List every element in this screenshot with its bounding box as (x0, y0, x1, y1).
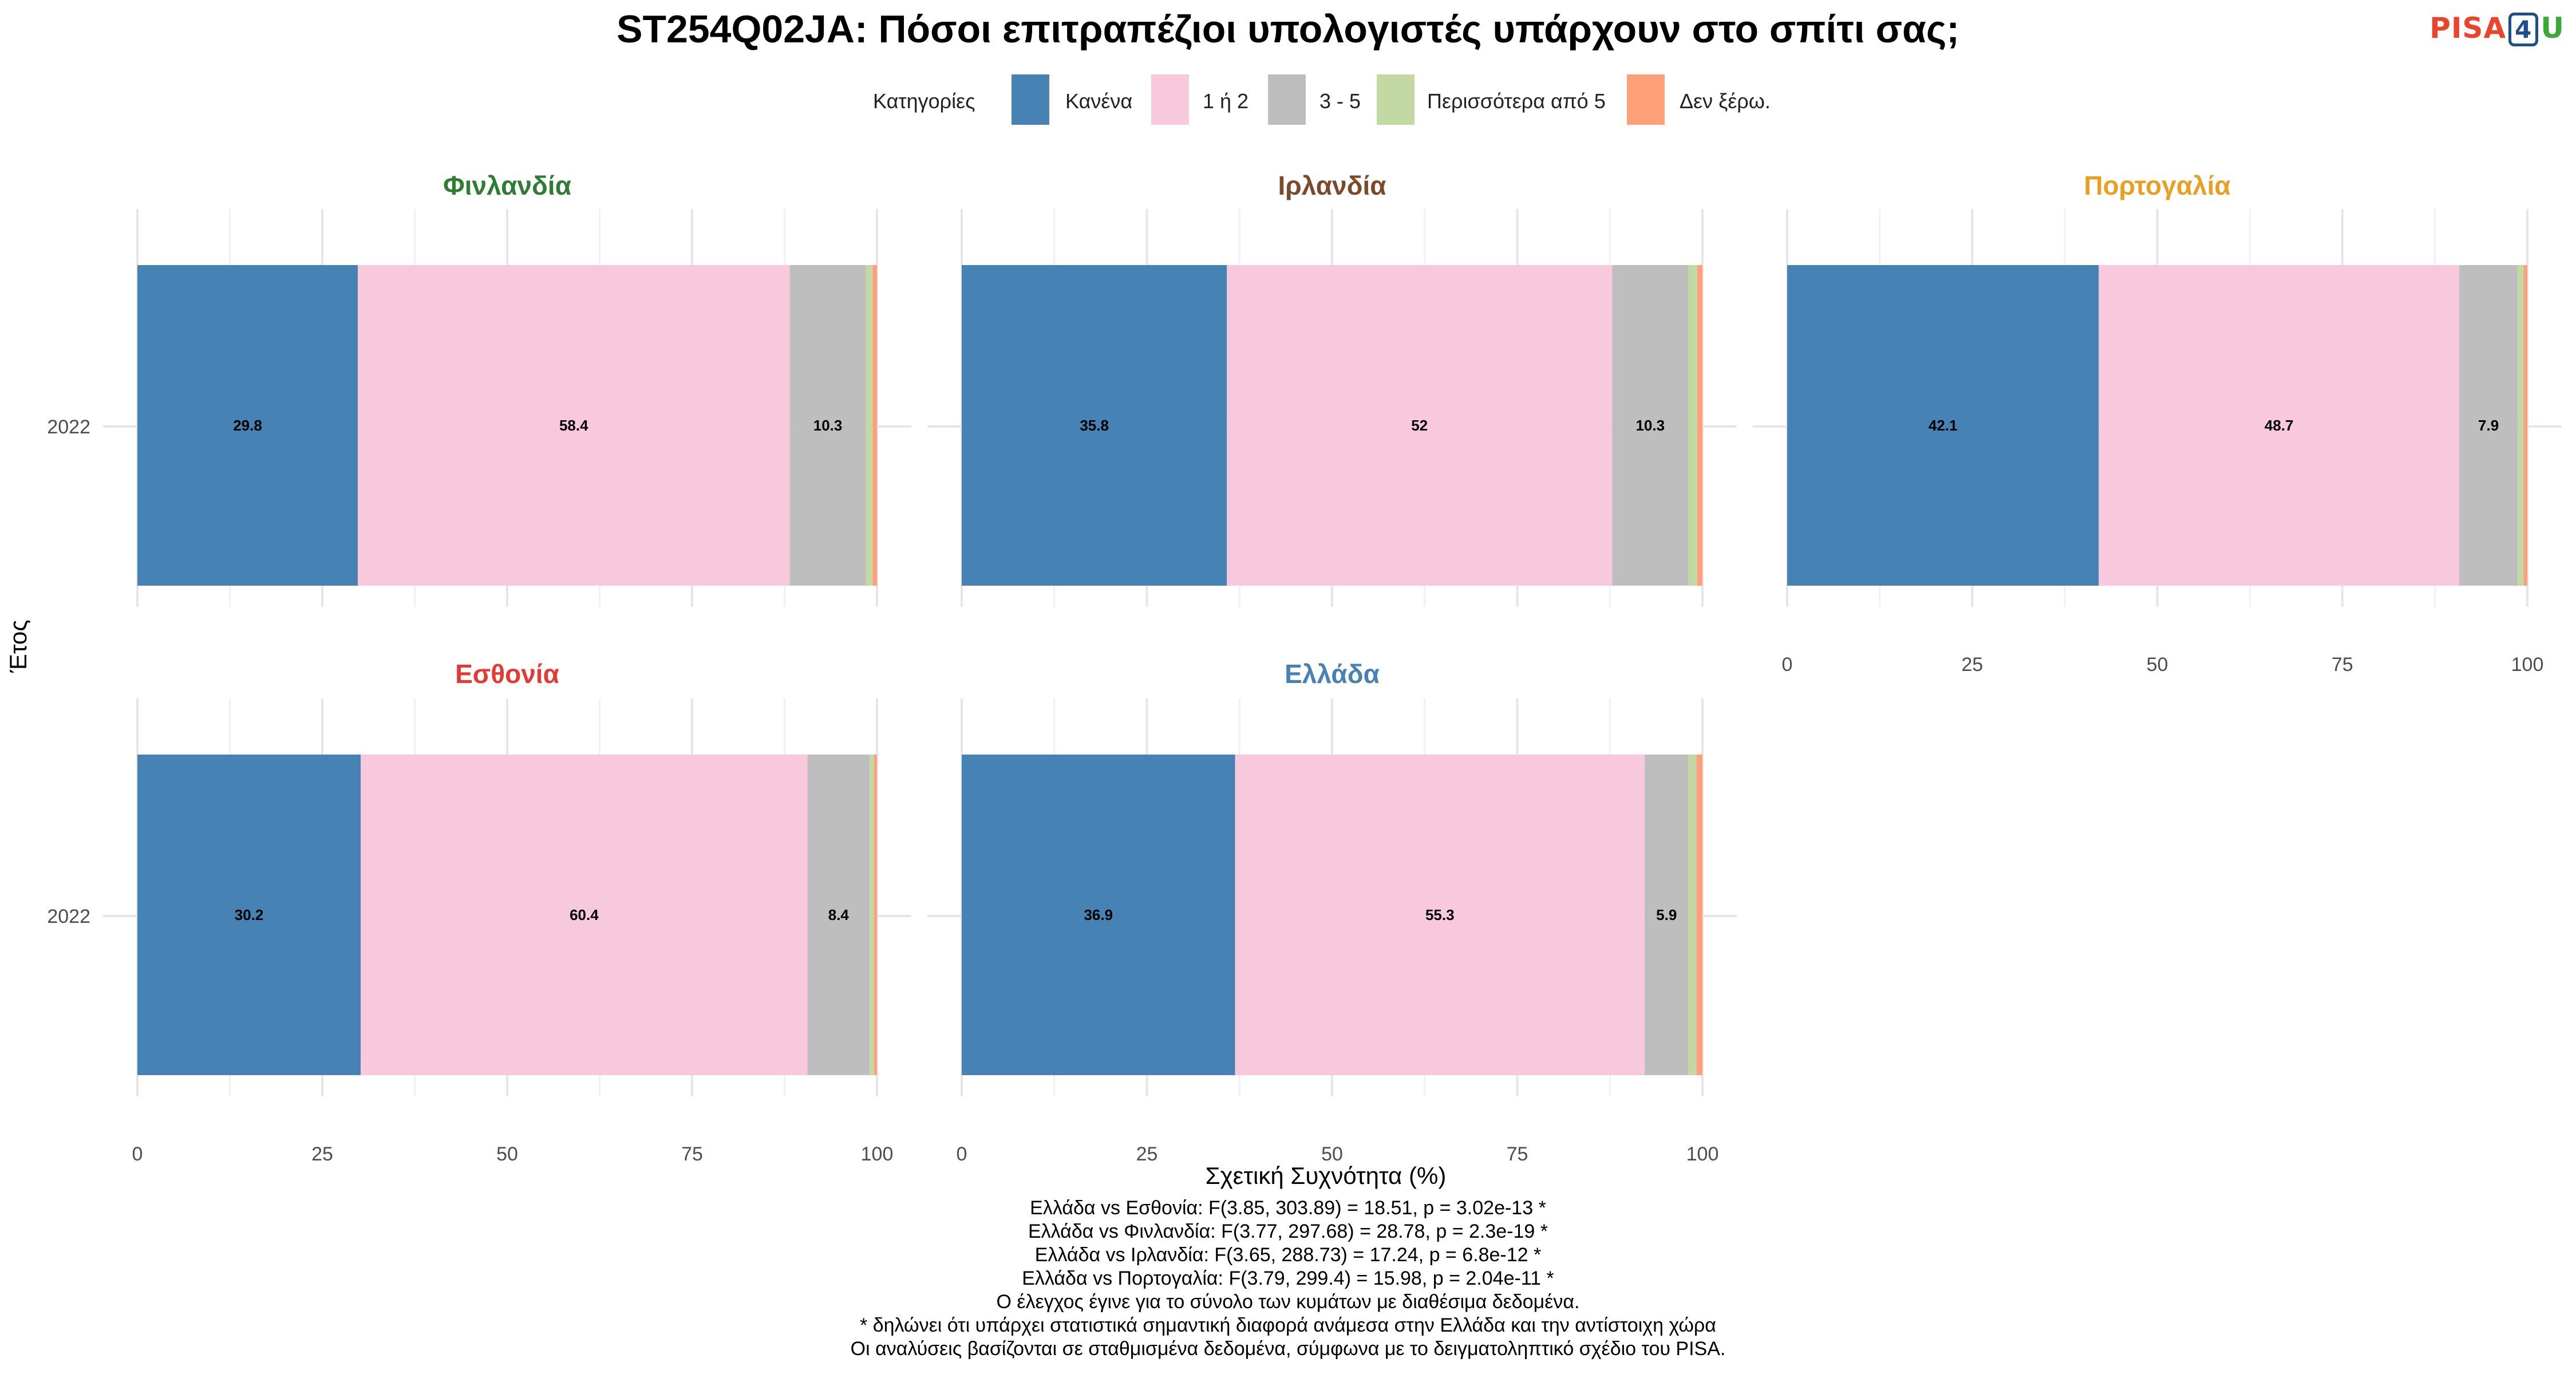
x-tick-label-πορτογαλία-4: 100 (2511, 654, 2544, 676)
bar-ιρλανδία-segment-1 (1227, 265, 1613, 586)
panel-title-φινλανδία: Φινλανδία (443, 171, 571, 200)
bar-φινλανδία-segment-2 (789, 265, 866, 586)
logo-text-four: 4 (2508, 13, 2539, 46)
bar-πορτογαλία-segment-1 (2099, 265, 2460, 586)
chart-title: ST254Q02JA: Πόσοι επιτραπέζιοι υπολογιστ… (617, 7, 1959, 51)
data-label-πορτογαλία-0: 42.1 (1929, 417, 1958, 434)
x-tick-label-εσθονία-1: 25 (311, 1143, 333, 1165)
bar-ελλάδα-segment-4 (1696, 755, 1702, 1075)
data-label-φινλανδία-0: 29.8 (233, 417, 262, 434)
x-tick-label-εσθονία-3: 75 (681, 1143, 703, 1165)
data-label-πορτογαλία-2: 7.9 (2478, 417, 2499, 434)
x-tick-label-πορτογαλία-0: 0 (1782, 654, 1793, 676)
bar-φινλανδία-segment-1 (358, 265, 790, 586)
data-label-φινλανδία-1: 58.4 (559, 417, 588, 434)
x-tick-label-πορτογαλία-2: 50 (2147, 654, 2168, 676)
legend-key-more-than-5 (1377, 74, 1415, 125)
note-line-portugal: Ελλάδα vs Πορτογαλία: F(3.79, 299.4) = 1… (1022, 1268, 1554, 1289)
bar-εσθονία-segment-1 (361, 755, 808, 1075)
note-line-finland: Ελλάδα vs Φινλανδία: F(3.77, 297.68) = 2… (1028, 1221, 1548, 1242)
data-label-ελλάδα-1: 55.3 (1425, 906, 1455, 923)
x-tick-label-ελλάδα-2: 50 (1321, 1143, 1343, 1165)
bar-ελλάδα-segment-0 (962, 755, 1235, 1075)
y-axis-label: Έτος (5, 619, 31, 673)
data-label-ελλάδα-0: 36.9 (1084, 906, 1113, 923)
bar-ελλάδα-segment-1 (1235, 755, 1645, 1075)
bar-φινλανδία-segment-0 (137, 265, 358, 586)
legend-key-none (1012, 74, 1049, 125)
data-label-ελλάδα-2: 5.9 (1656, 906, 1677, 923)
data-label-ιρλανδία-1: 52 (1411, 417, 1428, 434)
legend-label-3-5: 3 - 5 (1319, 89, 1361, 113)
legend-label-none: Κανένα (1065, 89, 1133, 113)
panel-title-εσθονία: Εσθονία (455, 659, 559, 689)
logo-text-u: U (2541, 11, 2565, 45)
y-tick-label-εσθονία: 2022 (47, 906, 90, 927)
bar-πορτογαλία-segment-3 (2518, 265, 2524, 586)
pisa4u-logo: PISA 4 U (2429, 11, 2565, 46)
legend-title: Κατηγορίες (873, 89, 975, 113)
legend-key-1-2 (1151, 74, 1189, 125)
x-tick-label-εσθονία-0: 0 (132, 1143, 143, 1165)
data-label-εσθονία-2: 8.4 (828, 906, 850, 923)
logo-text-pisa: PISA (2429, 11, 2507, 45)
data-label-φινλανδία-2: 10.3 (813, 417, 843, 434)
bar-ιρλανδία-segment-4 (1697, 265, 1702, 586)
data-label-ιρλανδία-0: 35.8 (1080, 417, 1109, 434)
y-tick-label-φινλανδία: 2022 (47, 416, 90, 438)
x-tick-label-εσθονία-2: 50 (496, 1143, 518, 1165)
note-line-waves: Ο έλεγχος έγινε για το σύνολο των κυμάτω… (996, 1291, 1580, 1313)
data-label-πορτογαλία-1: 48.7 (2265, 417, 2294, 434)
panel-title-ιρλανδία: Ιρλανδία (1278, 171, 1386, 200)
bar-εσθονία-segment-3 (870, 755, 874, 1075)
note-line-estonia: Ελλάδα vs Εσθονία: F(3.85, 303.89) = 18.… (1030, 1197, 1546, 1219)
x-tick-label-ελλάδα-3: 75 (1507, 1143, 1528, 1165)
bar-εσθονία-segment-2 (807, 755, 870, 1075)
legend-key-3-5 (1268, 74, 1306, 125)
x-tick-label-ελλάδα-4: 100 (1686, 1143, 1719, 1165)
data-label-ιρλανδία-2: 10.3 (1635, 417, 1665, 434)
data-label-εσθονία-0: 30.2 (235, 906, 264, 923)
bar-ιρλανδία-segment-3 (1688, 265, 1697, 586)
bar-πορτογαλία-segment-2 (2459, 265, 2518, 586)
bar-πορτογαλία-segment-0 (1787, 265, 2099, 586)
x-axis-label: Σχετική Συχνότητα (%) (1205, 1162, 1447, 1189)
bar-εσθονία-segment-0 (137, 755, 361, 1075)
bar-ελλάδα-segment-2 (1645, 755, 1689, 1075)
x-tick-label-πορτογαλία-3: 75 (2332, 654, 2353, 676)
x-tick-label-εσθονία-4: 100 (861, 1143, 894, 1165)
bar-πορτογαλία-segment-4 (2523, 265, 2527, 586)
bar-φινλανδία-segment-4 (872, 265, 877, 586)
bar-ελλάδα-segment-3 (1688, 755, 1697, 1075)
legend-label-more-than-5: Περισσότερα από 5 (1427, 89, 1606, 113)
x-tick-label-πορτογαλία-1: 25 (1961, 654, 1983, 676)
x-tick-label-ελλάδα-0: 0 (957, 1143, 967, 1165)
legend-key-dont-know (1627, 74, 1665, 125)
bar-ιρλανδία-segment-0 (962, 265, 1227, 586)
bar-φινλανδία-segment-3 (866, 265, 873, 586)
notes: Ελλάδα vs Εσθονία: F(3.85, 303.89) = 18.… (0, 1197, 2576, 1361)
legend-label-1-2: 1 ή 2 (1203, 89, 1249, 113)
note-line-weights: Οι αναλύσεις βασίζονται σε σταθμισμένα δ… (850, 1338, 1726, 1360)
bar-εσθονία-segment-4 (874, 755, 877, 1075)
legend-label-dont-know: Δεν ξέρω. (1680, 89, 1771, 113)
note-line-significance: * δηλώνει ότι υπάρχει στατιστικά σημαντι… (860, 1314, 1716, 1336)
panel-title-πορτογαλία: Πορτογαλία (2084, 171, 2230, 200)
bar-ιρλανδία-segment-2 (1612, 265, 1689, 586)
note-line-ireland: Ελλάδα vs Ιρλανδία: F(3.65, 288.73) = 17… (1034, 1244, 1542, 1266)
x-tick-label-ελλάδα-1: 25 (1136, 1143, 1158, 1165)
data-label-εσθονία-1: 60.4 (570, 906, 599, 923)
panel-title-ελλάδα: Ελλάδα (1285, 659, 1380, 689)
